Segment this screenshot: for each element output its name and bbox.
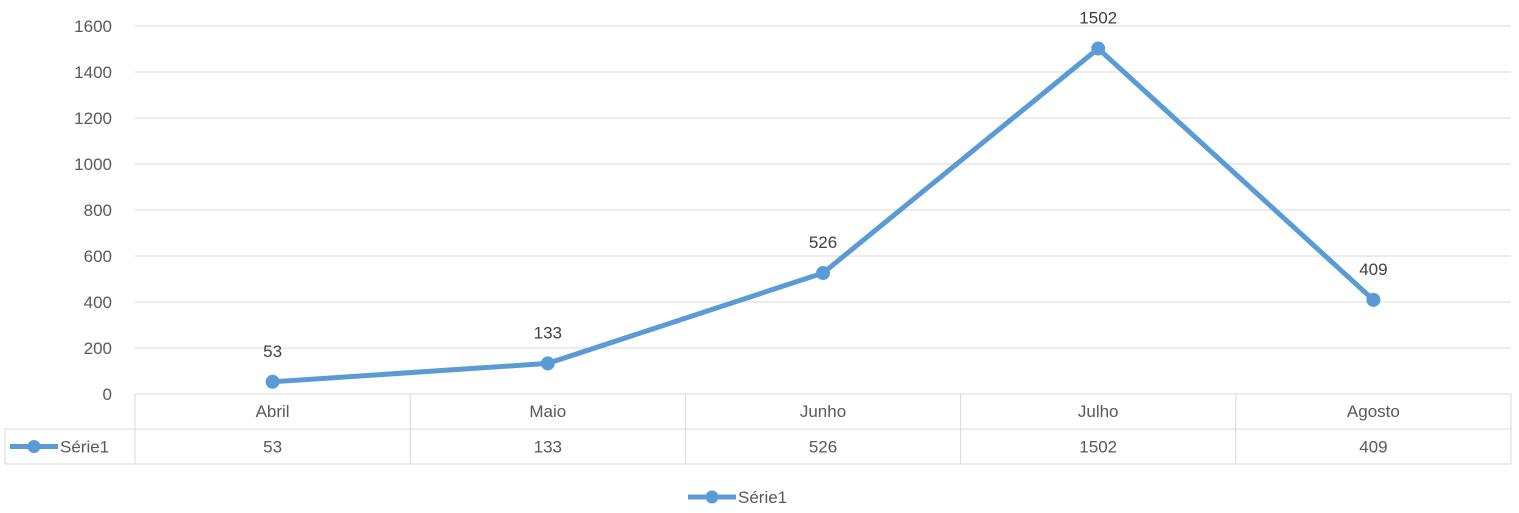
y-tick-label: 600: [84, 247, 112, 266]
legend: Série1: [688, 488, 787, 507]
gridlines: [135, 25, 1511, 349]
data-point: [540, 356, 555, 371]
legend-entry-label: Série1: [738, 488, 787, 507]
table-series-name: Série1: [60, 438, 109, 457]
data-label: 1502: [1079, 9, 1117, 28]
data-label: 409: [1359, 260, 1387, 279]
data-point: [816, 266, 830, 281]
data-label: 133: [534, 323, 562, 342]
category-label: Junho: [800, 402, 846, 421]
table-value-cell: 409: [1359, 438, 1387, 457]
y-tick-label: 200: [84, 339, 112, 358]
data-labels: 53 133 526 1502 409: [263, 9, 1387, 361]
series-layer: [265, 41, 1381, 389]
data-point: [265, 374, 280, 389]
y-tick-label: 400: [84, 293, 112, 312]
series-line: [270, 46, 1376, 385]
y-tick-label: 1000: [74, 155, 112, 174]
y-tick-label: 800: [84, 201, 112, 220]
category-label: Julho: [1078, 402, 1119, 421]
data-point: [1091, 41, 1106, 56]
data-table: Abril Maio Junho Julho Agosto Série1 53 133 526 1…: [4, 393, 1512, 465]
table-value-cell: 1502: [1079, 438, 1117, 457]
y-axis-tick-labels: 0 200 400 600 800 1000 1200 1400 1600: [74, 17, 112, 404]
category-label: Abril: [256, 402, 290, 421]
data-point: [1366, 292, 1381, 307]
y-tick-label: 1200: [74, 109, 112, 128]
y-tick-label: 0: [103, 385, 112, 404]
table-value-cell: 133: [534, 438, 562, 457]
y-tick-label: 1400: [74, 63, 112, 82]
category-label: Agosto: [1347, 402, 1400, 421]
y-tick-label: 1600: [74, 17, 112, 36]
data-label: 53: [263, 342, 282, 361]
data-label: 526: [809, 233, 837, 252]
category-label: Maio: [529, 402, 566, 421]
table-value-cell: 53: [263, 438, 282, 457]
table-series-key-marker: [27, 440, 41, 453]
legend-key-marker: [705, 490, 719, 504]
table-value-cell: 526: [809, 438, 837, 457]
